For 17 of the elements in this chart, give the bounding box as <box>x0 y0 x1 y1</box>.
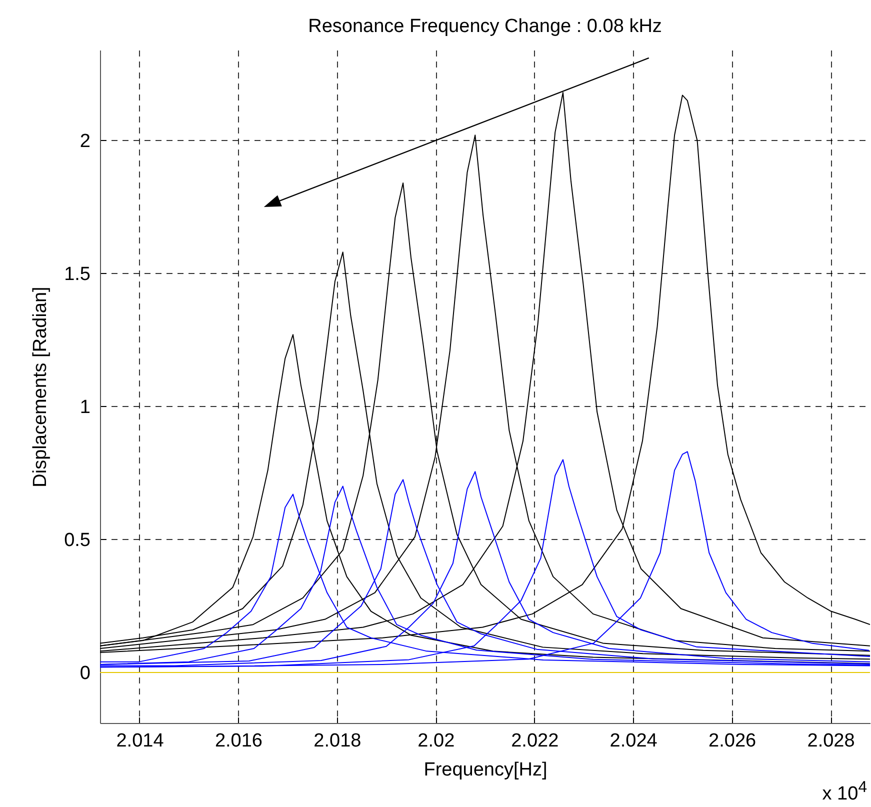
y-tick-label: 1.5 <box>64 264 90 285</box>
y-tick-label: 1 <box>80 396 90 418</box>
x-tick-label: 2.026 <box>708 730 756 752</box>
x-tick-label: 2.028 <box>807 730 855 752</box>
x-tick-label: 2.02 <box>418 730 455 752</box>
x-tick-label: 2.024 <box>610 730 658 752</box>
x-tick-label: 2.018 <box>314 730 362 752</box>
y-axis-title: Displacements [Radian] <box>30 286 52 488</box>
x-axis-title: Frequency[Hz] <box>424 760 548 780</box>
y-tick-label: 0 <box>80 662 90 684</box>
x-tick-label: 2.014 <box>116 730 164 752</box>
y-tick-label: 0.5 <box>64 530 90 551</box>
y-tick-label: 2 <box>80 130 90 152</box>
chart-title: Resonance Frequency Change : 0.08 kHz <box>308 16 662 37</box>
x-tick-label: 2.022 <box>511 730 559 752</box>
text: x 10$^{4}$ <box>822 778 867 805</box>
x-tick-label: 2.016 <box>214 730 262 752</box>
